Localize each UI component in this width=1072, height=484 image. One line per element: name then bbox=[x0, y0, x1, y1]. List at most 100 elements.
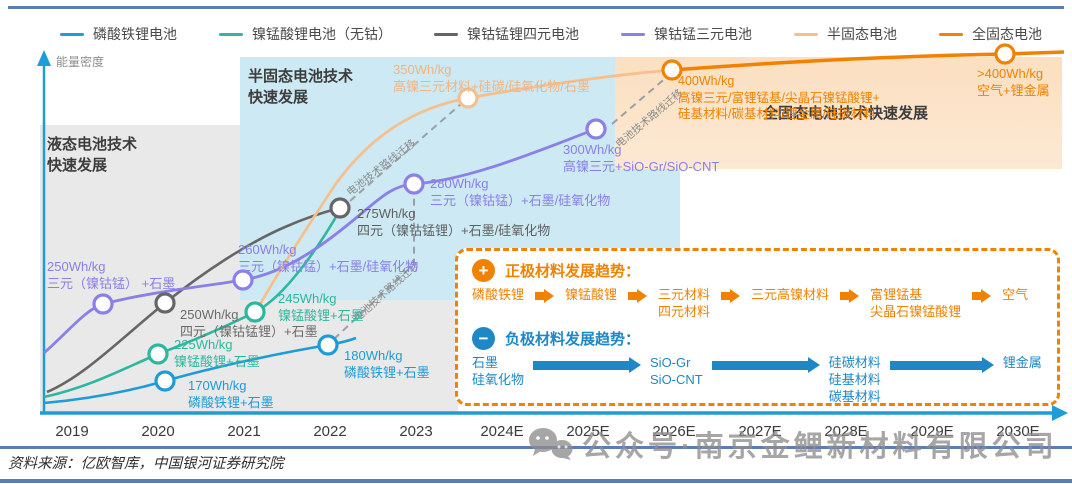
marker-allsolid-400 bbox=[661, 59, 683, 81]
watermark-text: 公众号·南京金鲤新材料有限公司 bbox=[582, 431, 1058, 463]
positive-trend-title-row: + 正极材料发展趋势： bbox=[472, 259, 1045, 282]
annotation-lfp-170: 170Wh/kg 磷酸铁锂+石墨 bbox=[188, 378, 274, 411]
allsolid-line-swatch-icon bbox=[939, 32, 963, 36]
migration-path-2 bbox=[349, 102, 463, 202]
semisolid-line-swatch-icon bbox=[794, 32, 818, 36]
top-divider bbox=[8, 6, 1064, 9]
annotation-semisolid-350: 350Wh/kg 高镍三元材料+硅碳/硅氧化物/石墨 bbox=[393, 62, 590, 95]
marker-quaternary-250 bbox=[154, 292, 176, 314]
marker-semisolid-350 bbox=[457, 87, 479, 109]
y-axis-label: 能量密度 bbox=[56, 55, 105, 69]
legend-label: 镍钴锰三元电池 bbox=[654, 26, 752, 42]
x-tick-2021: 2021 bbox=[227, 423, 261, 440]
x-tick-2024e: 2024E bbox=[480, 423, 524, 440]
source-note: 资料来源：亿欧智库，中国银河证券研究院 bbox=[8, 456, 284, 472]
wechat-icon bbox=[529, 428, 573, 460]
x-tick-2023: 2023 bbox=[399, 423, 433, 440]
marker-ternary-280 bbox=[403, 173, 425, 195]
x-tick-2026e: 2026E bbox=[652, 423, 696, 440]
x-tick-2025e: 2025E bbox=[566, 423, 610, 440]
arrow-right-icon bbox=[533, 357, 642, 374]
legend-label: 磷酸铁锂电池 bbox=[93, 26, 177, 42]
minus-icon: − bbox=[472, 327, 495, 351]
x-tick-2027e: 2027E bbox=[738, 423, 782, 440]
x-tick-2022: 2022 bbox=[313, 423, 347, 440]
legend-label: 全固态电池 bbox=[972, 26, 1042, 42]
allsolid-stage-region bbox=[615, 57, 1062, 169]
legend-item-allsolid: 全固态电池 bbox=[939, 24, 1042, 44]
watermark: 公众号·南京金鲤新材料有限公司 bbox=[528, 423, 1058, 465]
legend-item-semisolid: 半固态电池 bbox=[794, 24, 897, 44]
arrow-right-icon bbox=[535, 289, 555, 303]
marker-allsolid-400plus bbox=[994, 43, 1016, 65]
negative-trend-flow: 石墨 硅氧化物 SiO-Gr SiO-CNT 硅碳材料 硅基材料 碳基材料 锂金属 bbox=[472, 355, 1045, 405]
negative-step: 硅碳材料 硅基材料 碳基材料 bbox=[828, 355, 881, 404]
marker-quaternary-275 bbox=[329, 197, 351, 219]
arrow-right-icon bbox=[972, 289, 992, 303]
legend-item-lnmo: 镍锰酸锂电池（无钴） bbox=[219, 24, 392, 44]
positive-step: 三元高镍材料 bbox=[751, 287, 830, 302]
legend-item-ternary: 镍钴锰三元电池 bbox=[621, 24, 752, 44]
annotation-allsolid-400plus: >400Wh/kg 空气+锂金属 bbox=[977, 66, 1050, 99]
positive-trend-title: 正极材料发展趋势： bbox=[505, 263, 641, 280]
annotation-lnmo-245: 245Wh/kg 镍锰酸锂+石墨 bbox=[278, 291, 364, 324]
semisolid-stage-label: 半固态电池技术 快速发展 bbox=[248, 68, 354, 106]
migration-path-1 bbox=[333, 196, 415, 340]
quaternary-line-swatch-icon bbox=[434, 32, 458, 36]
allsolid-curve bbox=[671, 50, 1065, 72]
negative-step: 石墨 硅氧化物 bbox=[472, 355, 525, 387]
liquid-stage-label: 液态电池技术 快速发展 bbox=[47, 136, 138, 174]
annotation-ternary-250: 250Wh/kg 三元（镍钴锰） +石墨 bbox=[47, 259, 176, 292]
annotation-ternary-280: 280Wh/kg 三元（镍钴锰）+石墨/硅氧化物 bbox=[430, 176, 611, 209]
positive-step: 空气 bbox=[1002, 287, 1029, 302]
migration-path-3 bbox=[611, 75, 669, 125]
x-axis-arrow-icon bbox=[1052, 405, 1068, 421]
marker-lfp-170 bbox=[154, 370, 176, 392]
x-tick-2019: 2019 bbox=[55, 423, 89, 440]
marker-lnmo-245 bbox=[244, 301, 266, 323]
annotation-allsolid-400: 400Wh/kg 高镍三元/富锂锰基/尖晶石镍锰酸锂+ 硅基材料/碳基材料/锂金… bbox=[678, 74, 880, 121]
semisolid-curve bbox=[248, 68, 673, 323]
y-axis-arrow-icon bbox=[37, 50, 51, 66]
marker-ternary-300 bbox=[585, 118, 607, 140]
arrow-right-icon bbox=[889, 357, 994, 374]
legend: 磷酸铁锂电池 镍锰酸锂电池（无钴） 镍钴锰锂四元电池 镍钴锰三元电池 半固态电池… bbox=[50, 24, 1052, 44]
quaternary-curve bbox=[46, 206, 341, 394]
positive-step: 镍锰酸锂 bbox=[565, 287, 618, 302]
arrow-right-icon bbox=[721, 289, 741, 303]
annotation-lfp-180: 180Wh/kg 磷酸铁锂+石墨 bbox=[344, 348, 430, 381]
positive-step: 富锂锰基 尖晶石镍锰酸锂 bbox=[870, 287, 962, 319]
positive-trend-flow: 磷酸铁锂 镍锰酸锂 三元材料 四元材料 三元高镍材料 富锂锰基 尖晶石镍锰酸锂 空气 bbox=[472, 287, 1045, 320]
legend-label: 镍钴锰锂四元电池 bbox=[467, 26, 579, 42]
annotation-quaternary-275: 275Wh/kg 四元（镍钴锰锂）+石墨/硅氧化物 bbox=[357, 206, 551, 239]
plus-icon: + bbox=[472, 259, 495, 282]
legend-label: 半固态电池 bbox=[827, 26, 897, 42]
x-tick-2029e: 2029E bbox=[910, 423, 954, 440]
marker-ternary-250 bbox=[92, 293, 114, 315]
x-tick-2028e: 2028E bbox=[824, 423, 868, 440]
annotation-lnmo-225: 225Wh/kg 镍锰酸锂+石墨 bbox=[174, 337, 260, 370]
x-tick-2030e: 2030E bbox=[996, 423, 1040, 440]
legend-label: 镍锰酸锂电池（无钴） bbox=[252, 26, 392, 42]
annotation-ternary-260: 260Wh/kg 三元（镍钴锰）+石墨/硅氧化物 bbox=[238, 242, 419, 275]
negative-step: 锂金属 bbox=[1002, 355, 1042, 371]
marker-lnmo-225 bbox=[147, 343, 169, 365]
positive-step: 三元材料 四元材料 bbox=[658, 287, 711, 319]
annotation-ternary-300: 300Wh/kg 高镍三元+SiO-Gr/SiO-CNT bbox=[563, 142, 720, 175]
allsolid-stage-label: 全固态电池技术快速发展 bbox=[763, 105, 929, 122]
legend-item-lfp: 磷酸铁锂电池 bbox=[60, 24, 177, 44]
arrow-right-icon bbox=[711, 357, 820, 374]
negative-trend-title-row: − 负极材料发展趋势： bbox=[472, 327, 1045, 351]
lnmo-curve bbox=[43, 209, 342, 399]
arrow-right-icon bbox=[840, 289, 860, 303]
legend-item-quaternary: 镍钴锰锂四元电池 bbox=[434, 24, 579, 44]
negative-step: SiO-Gr SiO-CNT bbox=[650, 355, 703, 387]
lfp-line-swatch-icon bbox=[60, 32, 84, 36]
bottom-divider bbox=[0, 479, 1072, 483]
positive-step: 磷酸铁锂 bbox=[472, 287, 525, 302]
annotation-quaternary-250: 250Wh/kg 四元（镍钴锰锂）+石墨 bbox=[180, 307, 318, 340]
material-trend-box: + 正极材料发展趋势： 磷酸铁锂 镍锰酸锂 三元材料 四元材料 三元高镍材料 富锂… bbox=[455, 248, 1060, 406]
negative-trend-title: 负极材料发展趋势： bbox=[505, 331, 641, 349]
